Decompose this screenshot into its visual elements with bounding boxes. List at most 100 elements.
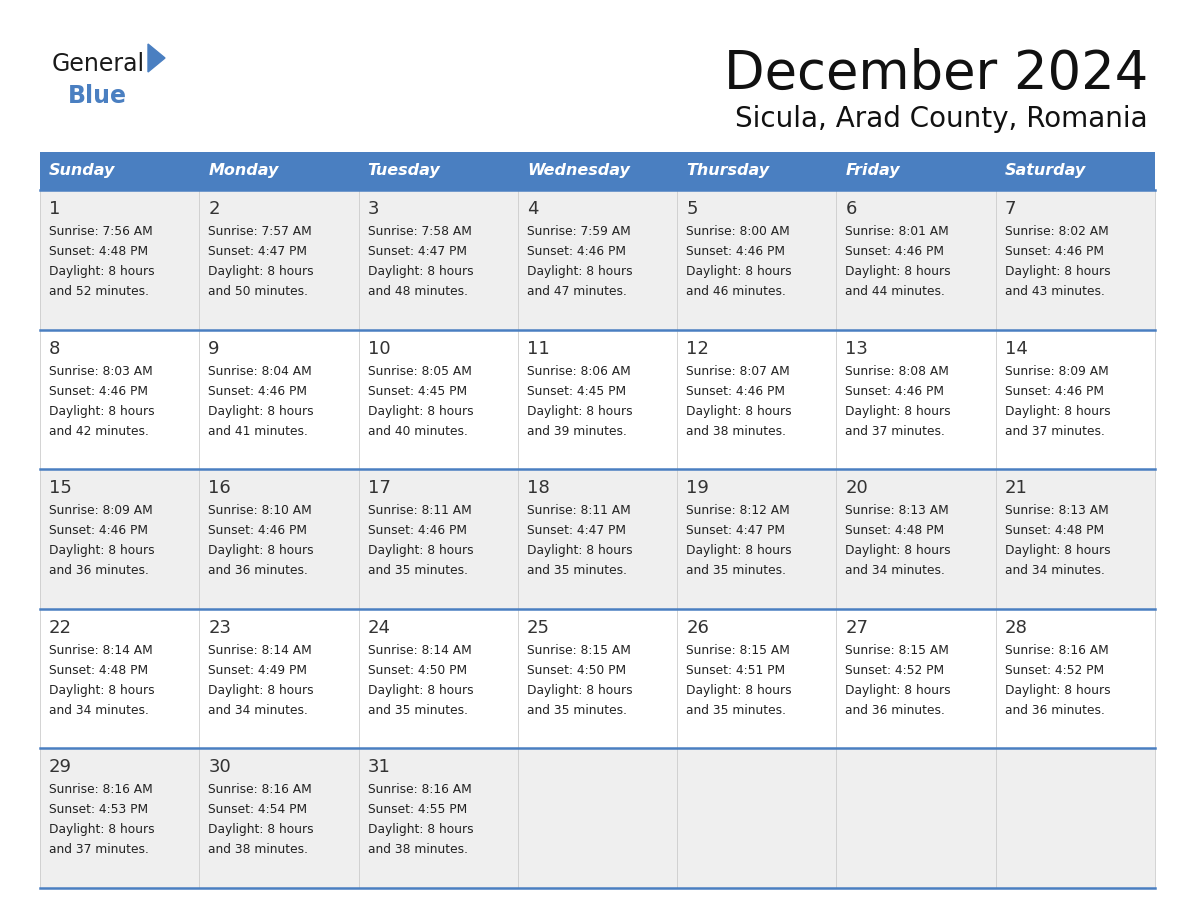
Text: and 36 minutes.: and 36 minutes. <box>49 565 148 577</box>
Text: Daylight: 8 hours: Daylight: 8 hours <box>367 684 473 697</box>
Text: Sunrise: 8:00 AM: Sunrise: 8:00 AM <box>687 225 790 238</box>
Text: Sunrise: 8:14 AM: Sunrise: 8:14 AM <box>367 644 472 656</box>
Text: 9: 9 <box>208 340 220 358</box>
Text: Sunrise: 8:04 AM: Sunrise: 8:04 AM <box>208 364 312 377</box>
Text: Daylight: 8 hours: Daylight: 8 hours <box>49 823 154 836</box>
Text: and 41 minutes.: and 41 minutes. <box>208 425 308 438</box>
Text: Daylight: 8 hours: Daylight: 8 hours <box>208 265 314 278</box>
Text: Daylight: 8 hours: Daylight: 8 hours <box>846 684 952 697</box>
Text: Daylight: 8 hours: Daylight: 8 hours <box>49 544 154 557</box>
Text: and 35 minutes.: and 35 minutes. <box>367 704 468 717</box>
Text: Sunrise: 8:16 AM: Sunrise: 8:16 AM <box>1005 644 1108 656</box>
Text: Daylight: 8 hours: Daylight: 8 hours <box>49 405 154 418</box>
Text: Daylight: 8 hours: Daylight: 8 hours <box>1005 544 1111 557</box>
Text: Sunrise: 8:07 AM: Sunrise: 8:07 AM <box>687 364 790 377</box>
Text: Daylight: 8 hours: Daylight: 8 hours <box>526 544 632 557</box>
Text: 21: 21 <box>1005 479 1028 498</box>
Text: Daylight: 8 hours: Daylight: 8 hours <box>1005 405 1111 418</box>
Text: Daylight: 8 hours: Daylight: 8 hours <box>367 405 473 418</box>
Text: Thursday: Thursday <box>687 163 770 178</box>
Text: Daylight: 8 hours: Daylight: 8 hours <box>687 405 791 418</box>
Text: and 36 minutes.: and 36 minutes. <box>1005 704 1105 717</box>
Text: Sunrise: 7:57 AM: Sunrise: 7:57 AM <box>208 225 312 238</box>
Text: Sunset: 4:46 PM: Sunset: 4:46 PM <box>208 524 308 537</box>
Text: and 34 minutes.: and 34 minutes. <box>208 704 308 717</box>
Text: Sunrise: 8:09 AM: Sunrise: 8:09 AM <box>49 504 153 517</box>
Text: Sunset: 4:52 PM: Sunset: 4:52 PM <box>846 664 944 677</box>
Text: Sunset: 4:46 PM: Sunset: 4:46 PM <box>208 385 308 397</box>
Bar <box>200 152 359 190</box>
Text: General: General <box>52 52 145 76</box>
Text: 16: 16 <box>208 479 230 498</box>
Text: and 35 minutes.: and 35 minutes. <box>687 704 786 717</box>
Text: Sunset: 4:48 PM: Sunset: 4:48 PM <box>49 664 148 677</box>
Text: 15: 15 <box>49 479 72 498</box>
Text: Sunday: Sunday <box>49 163 115 178</box>
Text: Sunrise: 8:11 AM: Sunrise: 8:11 AM <box>526 504 631 517</box>
Text: Sunset: 4:53 PM: Sunset: 4:53 PM <box>49 803 148 816</box>
Text: and 34 minutes.: and 34 minutes. <box>49 704 148 717</box>
Text: and 37 minutes.: and 37 minutes. <box>846 425 946 438</box>
Text: Sunrise: 8:13 AM: Sunrise: 8:13 AM <box>1005 504 1108 517</box>
Text: Daylight: 8 hours: Daylight: 8 hours <box>846 544 952 557</box>
Text: 4: 4 <box>526 200 538 218</box>
Text: 12: 12 <box>687 340 709 358</box>
Text: Sunset: 4:46 PM: Sunset: 4:46 PM <box>846 385 944 397</box>
Text: Daylight: 8 hours: Daylight: 8 hours <box>687 265 791 278</box>
Text: and 39 minutes.: and 39 minutes. <box>526 425 627 438</box>
Text: and 37 minutes.: and 37 minutes. <box>49 844 148 856</box>
Text: and 36 minutes.: and 36 minutes. <box>208 565 308 577</box>
Text: Sunset: 4:45 PM: Sunset: 4:45 PM <box>367 385 467 397</box>
Text: Daylight: 8 hours: Daylight: 8 hours <box>526 265 632 278</box>
Text: Sunset: 4:50 PM: Sunset: 4:50 PM <box>526 664 626 677</box>
Bar <box>40 748 1155 888</box>
Text: Daylight: 8 hours: Daylight: 8 hours <box>208 684 314 697</box>
Text: Sunset: 4:45 PM: Sunset: 4:45 PM <box>526 385 626 397</box>
Bar <box>40 330 1155 469</box>
Text: 1: 1 <box>49 200 61 218</box>
Text: 5: 5 <box>687 200 697 218</box>
Text: 2: 2 <box>208 200 220 218</box>
Text: and 34 minutes.: and 34 minutes. <box>846 565 946 577</box>
Text: Wednesday: Wednesday <box>526 163 630 178</box>
Text: Sunset: 4:48 PM: Sunset: 4:48 PM <box>49 245 148 258</box>
Text: 23: 23 <box>208 619 232 637</box>
Text: Sunrise: 8:15 AM: Sunrise: 8:15 AM <box>687 644 790 656</box>
Text: and 37 minutes.: and 37 minutes. <box>1005 425 1105 438</box>
Text: Daylight: 8 hours: Daylight: 8 hours <box>846 265 952 278</box>
Text: 26: 26 <box>687 619 709 637</box>
Text: Sunrise: 8:15 AM: Sunrise: 8:15 AM <box>846 644 949 656</box>
Text: 20: 20 <box>846 479 868 498</box>
Text: Sunset: 4:46 PM: Sunset: 4:46 PM <box>49 385 148 397</box>
Text: Sunset: 4:47 PM: Sunset: 4:47 PM <box>526 524 626 537</box>
Text: Daylight: 8 hours: Daylight: 8 hours <box>846 405 952 418</box>
Text: Daylight: 8 hours: Daylight: 8 hours <box>208 544 314 557</box>
Text: Sunset: 4:47 PM: Sunset: 4:47 PM <box>367 245 467 258</box>
Text: and 47 minutes.: and 47 minutes. <box>526 285 627 298</box>
Text: Monday: Monday <box>208 163 279 178</box>
Text: Daylight: 8 hours: Daylight: 8 hours <box>1005 684 1111 697</box>
Text: Sunrise: 8:02 AM: Sunrise: 8:02 AM <box>1005 225 1108 238</box>
Text: Daylight: 8 hours: Daylight: 8 hours <box>1005 265 1111 278</box>
Text: Daylight: 8 hours: Daylight: 8 hours <box>687 684 791 697</box>
Text: Sunrise: 8:15 AM: Sunrise: 8:15 AM <box>526 644 631 656</box>
Text: 11: 11 <box>526 340 550 358</box>
Text: Sunrise: 8:16 AM: Sunrise: 8:16 AM <box>367 783 472 797</box>
Text: and 35 minutes.: and 35 minutes. <box>526 704 627 717</box>
Text: Daylight: 8 hours: Daylight: 8 hours <box>208 405 314 418</box>
Text: Sunrise: 8:14 AM: Sunrise: 8:14 AM <box>208 644 312 656</box>
Text: Sunset: 4:50 PM: Sunset: 4:50 PM <box>367 664 467 677</box>
Text: 7: 7 <box>1005 200 1016 218</box>
Text: December 2024: December 2024 <box>723 48 1148 100</box>
Text: Sunrise: 8:08 AM: Sunrise: 8:08 AM <box>846 364 949 377</box>
Text: Sunset: 4:49 PM: Sunset: 4:49 PM <box>208 664 308 677</box>
Text: Sunset: 4:46 PM: Sunset: 4:46 PM <box>687 245 785 258</box>
Text: and 50 minutes.: and 50 minutes. <box>208 285 308 298</box>
Text: Sunrise: 8:09 AM: Sunrise: 8:09 AM <box>1005 364 1108 377</box>
Text: Saturday: Saturday <box>1005 163 1086 178</box>
Bar <box>996 152 1155 190</box>
Text: and 40 minutes.: and 40 minutes. <box>367 425 467 438</box>
Text: Sunset: 4:46 PM: Sunset: 4:46 PM <box>367 524 467 537</box>
Text: Daylight: 8 hours: Daylight: 8 hours <box>208 823 314 836</box>
Text: Sunset: 4:46 PM: Sunset: 4:46 PM <box>49 524 148 537</box>
